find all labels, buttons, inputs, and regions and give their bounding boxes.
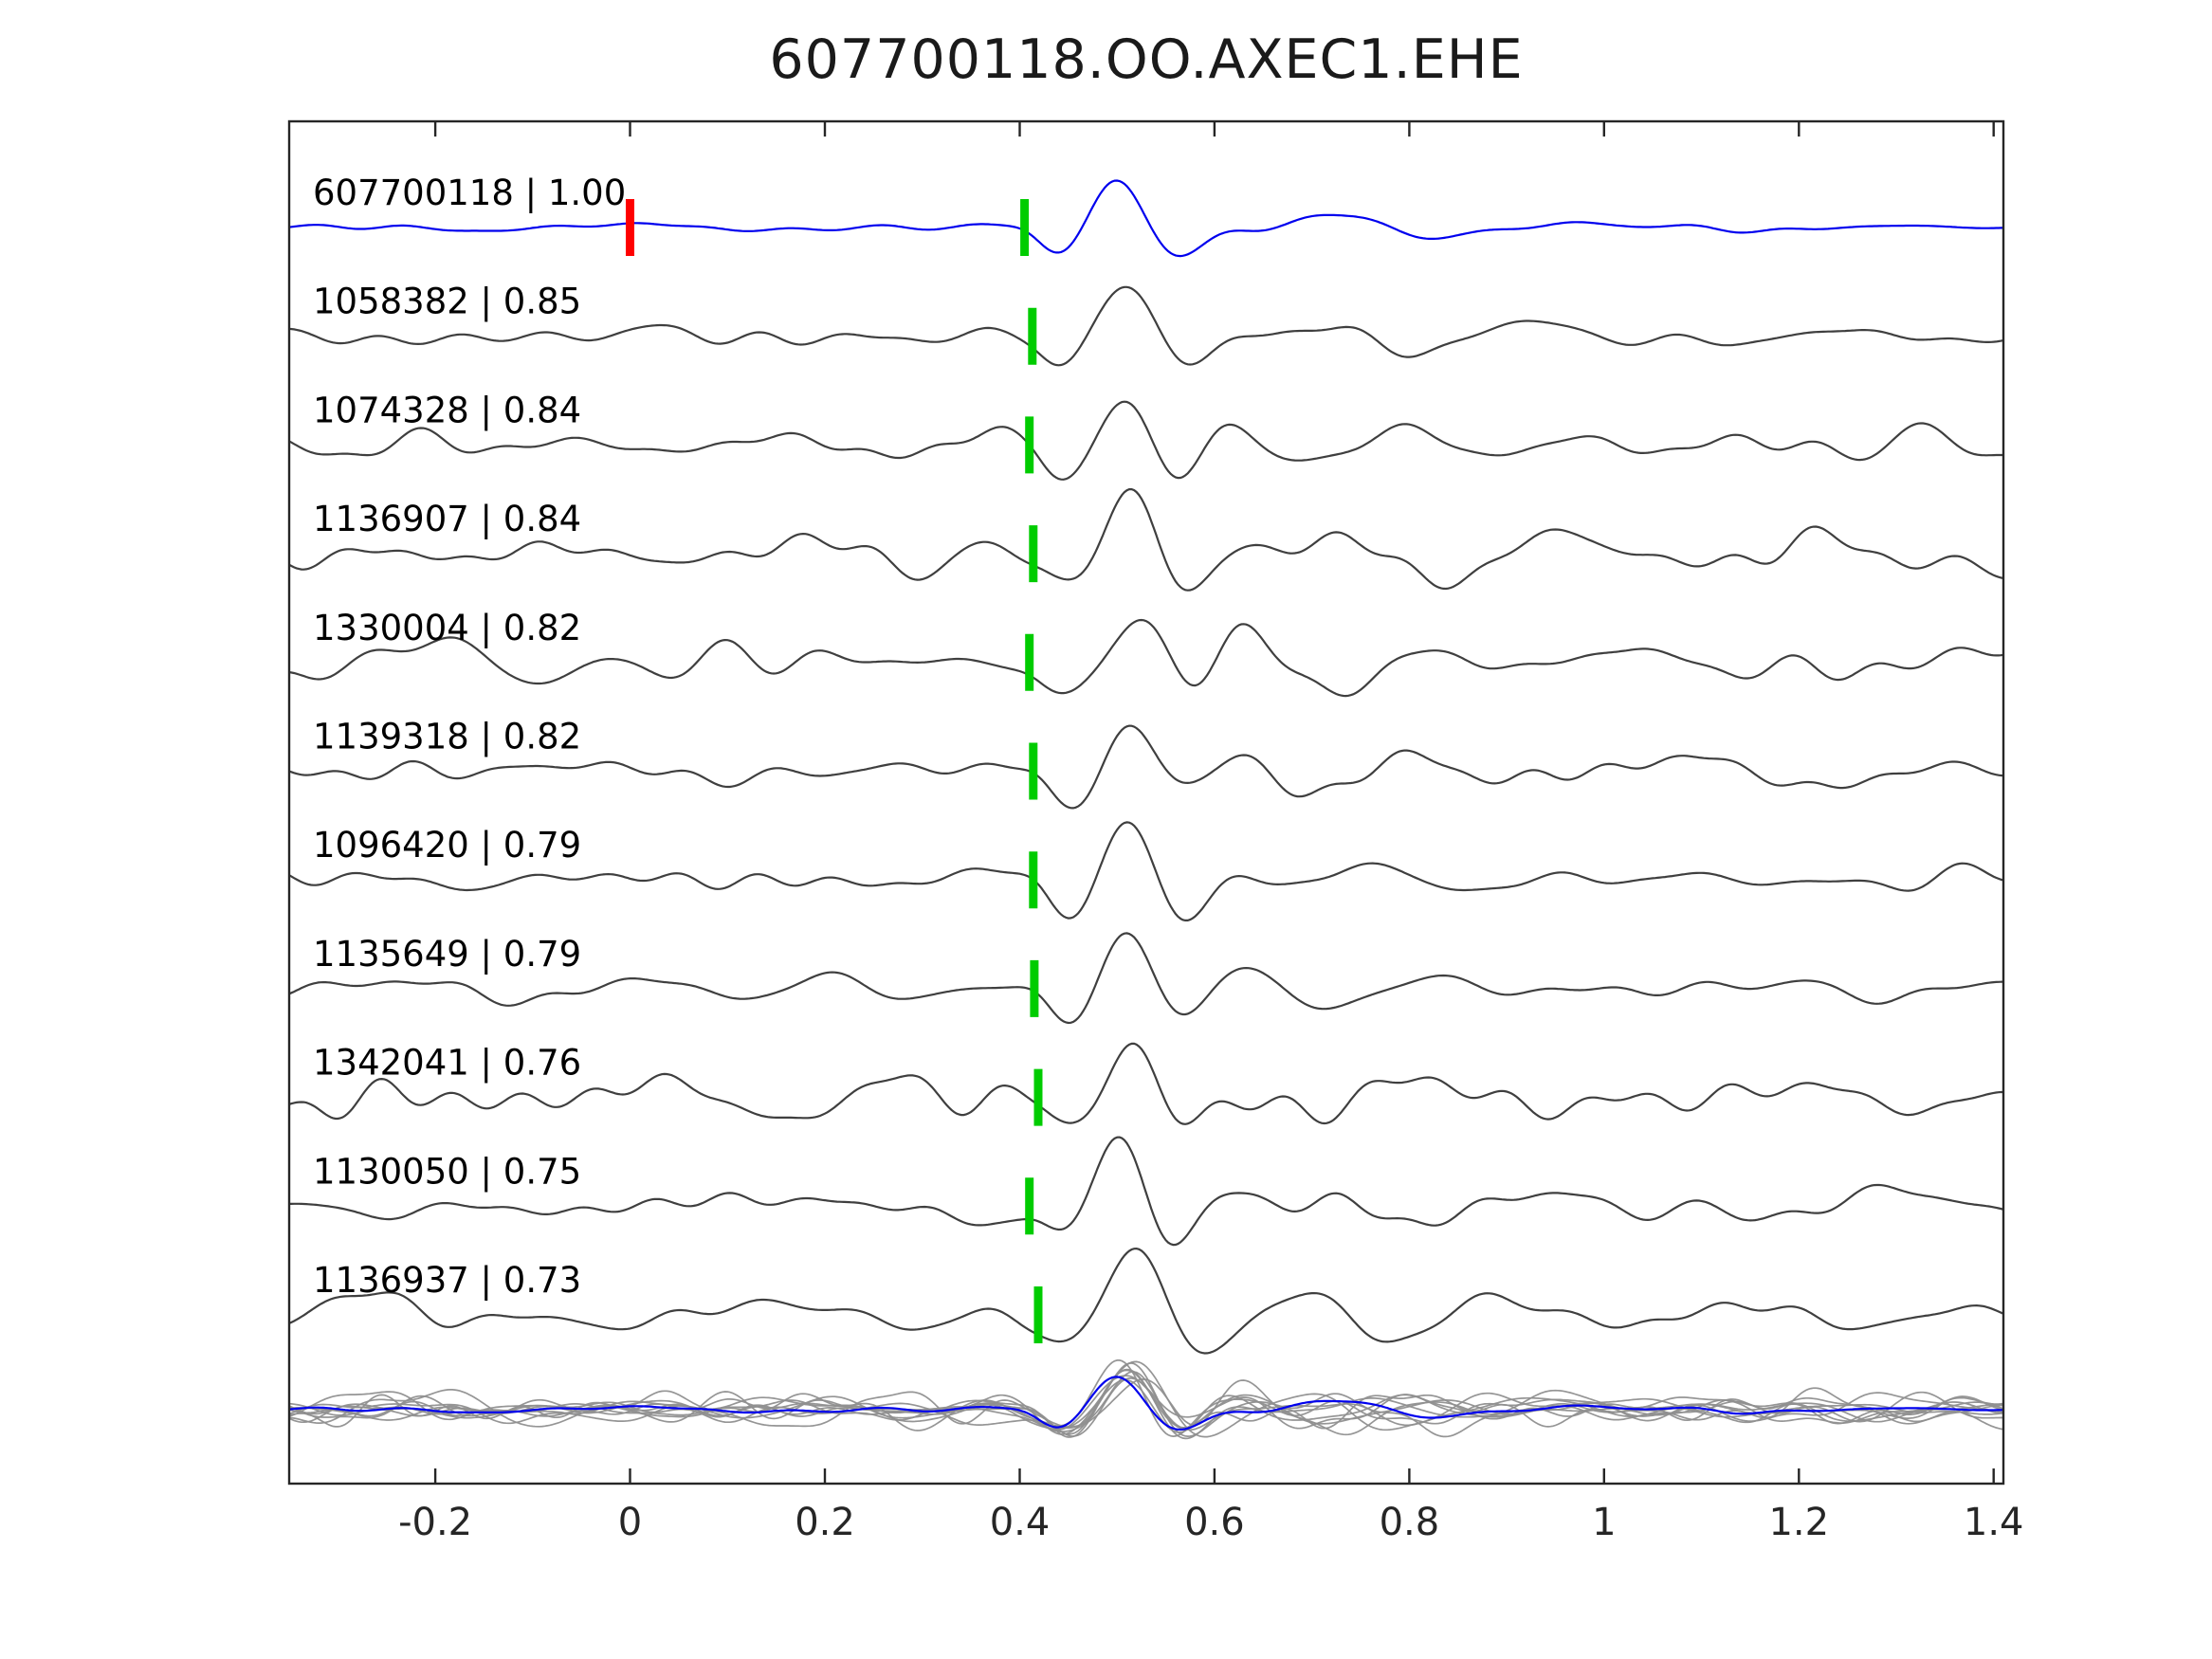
trace-1135649 [288,932,2004,1025]
trace-label-1135649: 1135649 | 0.79 [313,934,581,975]
x-tick-label: 1.2 [1768,1501,1829,1544]
x-tick-label: 0.4 [990,1501,1051,1544]
x-tick-label: 1.4 [1964,1501,2024,1544]
chart-title: 607700118.OO.AXEC1.EHE [769,28,1524,91]
x-tick-label: 0.2 [795,1501,855,1544]
trace-607700118 [288,179,2003,258]
trace-label-1074328: 1074328 | 0.84 [313,390,581,430]
x-tick-label: -0.2 [398,1501,472,1544]
trace-1139318 [288,724,2004,810]
trace-1342041 [288,1042,2003,1125]
trace-label-1136907: 1136907 | 0.84 [313,499,581,539]
x-tick-label: 0.6 [1184,1501,1245,1544]
x-tick-label: 0.8 [1380,1501,1440,1544]
overlay-trace-1130050 [288,1359,2004,1437]
trace-1330004 [288,618,2004,698]
trace-1074328 [288,400,2003,481]
trace-1096420 [288,821,2004,922]
overlay-trace-1136937 [288,1360,2004,1438]
trace-label-1130050: 1130050 | 0.75 [313,1151,581,1192]
trace-1058382 [288,285,2004,367]
trace-1130050 [289,1136,2004,1247]
trace-label-1096420: 1096420 | 0.79 [313,825,581,866]
plot-border [287,119,2005,1486]
trace-1136937 [288,1247,2004,1355]
trace-label-1136937: 1136937 | 0.73 [313,1260,581,1301]
overlay-trace-1342041 [288,1371,2003,1430]
trace-label-1139318: 1139318 | 0.82 [313,717,581,757]
trace-1136907 [288,487,2004,592]
trace-label-1342041: 1342041 | 0.76 [313,1043,581,1084]
trace-label-1330004: 1330004 | 0.82 [313,608,581,648]
overlay-trace-1330004 [288,1378,2004,1436]
trace-label-607700118: 607700118 | 1.00 [313,173,626,213]
x-tick-label: 0 [618,1501,642,1544]
overlay-trace-template [288,1376,2003,1431]
trace-label-1058382: 1058382 | 0.85 [313,282,581,322]
x-tick-label: 1 [1592,1501,1616,1544]
overlay-trace-1135649 [288,1369,2004,1435]
